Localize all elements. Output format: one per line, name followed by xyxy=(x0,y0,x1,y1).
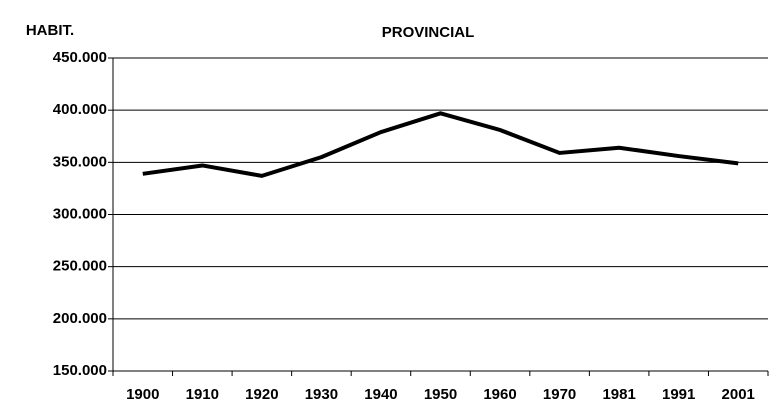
x-tick-label: 1960 xyxy=(483,386,516,403)
chart-title: PROVINCIAL xyxy=(382,24,475,41)
y-tick-label: 400.000 xyxy=(53,101,107,118)
x-tick-label: 1950 xyxy=(424,386,457,403)
x-tick-label: 1940 xyxy=(364,386,397,403)
x-tick-label: 1930 xyxy=(305,386,338,403)
data-line xyxy=(142,111,739,178)
y-tick-label: 300.000 xyxy=(53,205,107,222)
y-tick-label: 200.000 xyxy=(53,310,107,327)
y-tick-label: 450.000 xyxy=(53,49,107,66)
y-tick-label: 250.000 xyxy=(53,258,107,275)
x-tick-label: 1970 xyxy=(543,386,576,403)
x-tick-label: 1920 xyxy=(245,386,278,403)
x-tick-label: 1981 xyxy=(602,386,635,403)
y-tick-label: 150.000 xyxy=(53,362,107,379)
y-axis-label: HABIT. xyxy=(26,22,74,39)
x-tick-label: 1910 xyxy=(186,386,219,403)
x-tick-label: 2001 xyxy=(722,386,755,403)
x-tick-label: 1991 xyxy=(662,386,695,403)
y-tick-label: 350.000 xyxy=(53,153,107,170)
x-tick-label: 1900 xyxy=(126,386,159,403)
